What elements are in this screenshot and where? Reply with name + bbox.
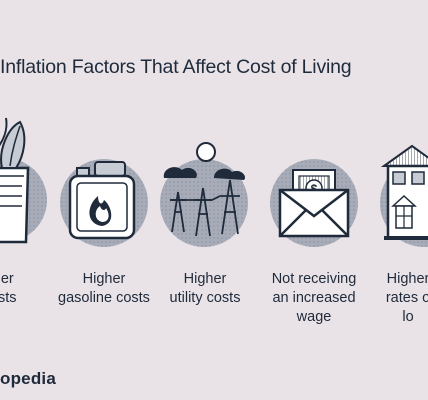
grocery-bag-icon: [0, 117, 47, 244]
power-lines-icon: [160, 142, 248, 247]
label-utility: Higher utility costs: [169, 271, 241, 306]
label-grocery: er sts: [0, 271, 17, 306]
house-icon: [380, 144, 428, 247]
label-gasoline: Higher gasoline costs: [58, 271, 150, 306]
label-wage: Not receiving an increased wage: [271, 271, 357, 325]
label-rates: Higher rates o lo: [385, 271, 428, 325]
money-envelope-icon: $: [270, 159, 358, 247]
page-title: Inflation Factors That Affect Cost of Li…: [0, 56, 352, 78]
brand-logo-text: opedia: [0, 369, 56, 388]
gasoline-can-icon: [60, 159, 148, 247]
